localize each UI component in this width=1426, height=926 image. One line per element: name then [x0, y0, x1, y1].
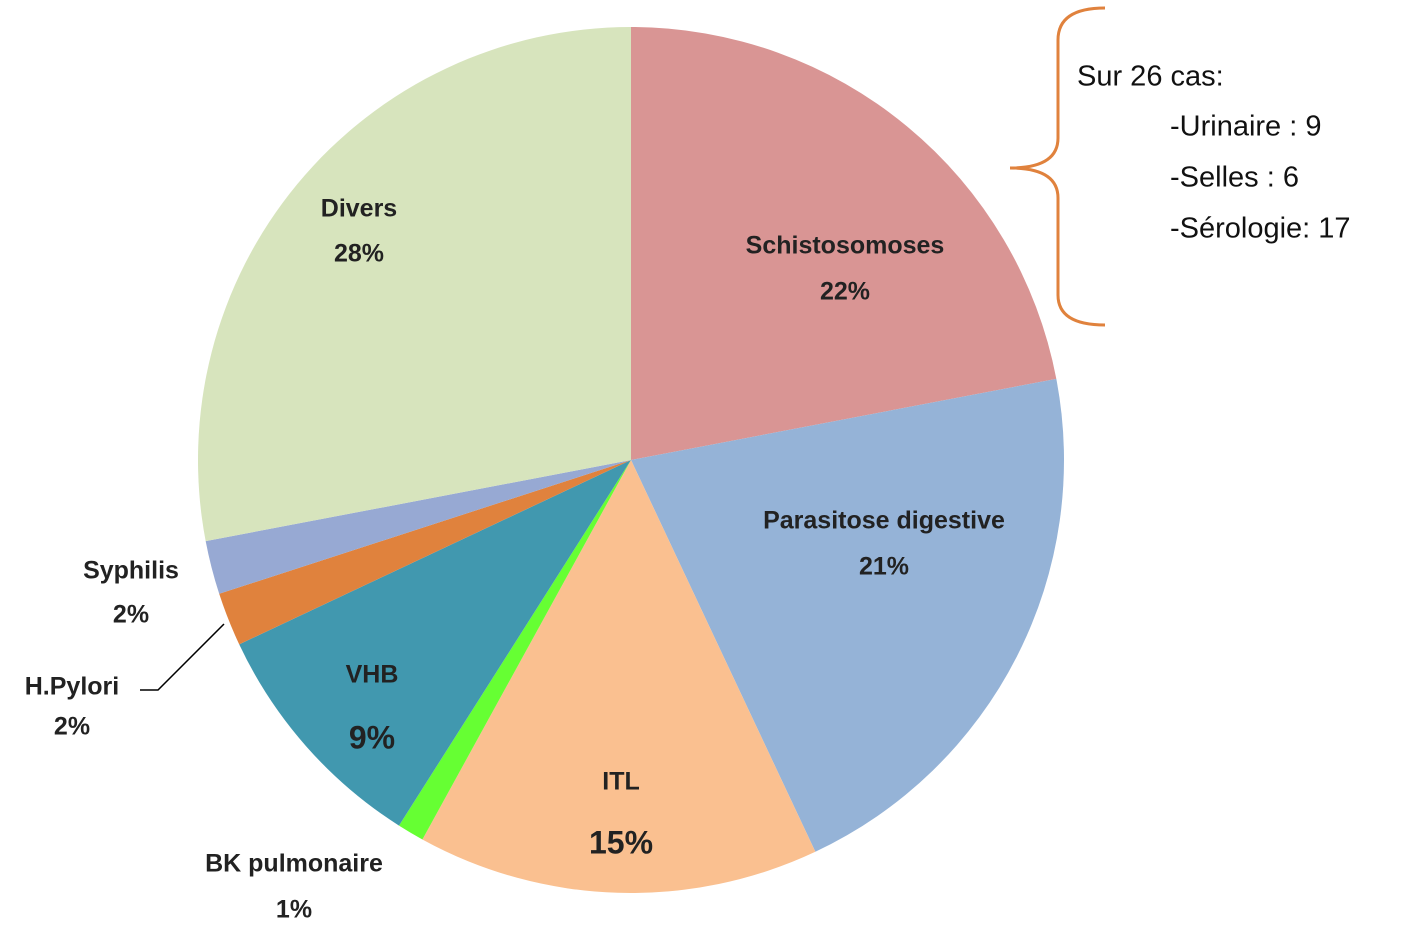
- annotation: -Urinaire : 9: [1170, 111, 1322, 143]
- leader-line: [140, 623, 225, 691]
- annotation: -Sérologie: 17: [1170, 213, 1351, 245]
- slice-label: H.Pylori: [25, 673, 119, 701]
- pie-slice: [219, 460, 631, 645]
- slice-label: Divers: [321, 195, 397, 223]
- slice-value-label: 15%: [589, 824, 653, 860]
- slice-label: BK pulmonaire: [205, 850, 383, 878]
- slice-value-label: 1%: [276, 896, 312, 924]
- slice-label: Syphilis: [83, 557, 179, 585]
- slice-value-label: 2%: [54, 713, 90, 741]
- slice-value-label: 28%: [334, 240, 384, 268]
- slice-value-label: 21%: [859, 553, 909, 581]
- pie-slice: [422, 460, 816, 893]
- pie-slice: [239, 460, 631, 826]
- pie-slice: [631, 378, 1064, 852]
- slice-value-label: 2%: [113, 601, 149, 629]
- slices: [197, 27, 1064, 893]
- slice-value-label: 9%: [349, 719, 395, 755]
- pie-slice: [197, 27, 631, 542]
- slice-label: VHB: [346, 661, 399, 689]
- slice-value-label: 22%: [820, 278, 870, 306]
- brace: [1009, 6, 1106, 327]
- slice-label: Parasitose digestive: [763, 507, 1005, 535]
- pie-slice: [398, 460, 631, 840]
- pie-slice: [205, 460, 631, 594]
- annotation: -Selles : 6: [1170, 162, 1299, 194]
- slice-label: Schistosomoses: [746, 232, 945, 260]
- annotation: Sur 26 cas:: [1077, 61, 1224, 93]
- pie-slice: [631, 27, 1057, 460]
- slice-label: ITL: [602, 768, 640, 796]
